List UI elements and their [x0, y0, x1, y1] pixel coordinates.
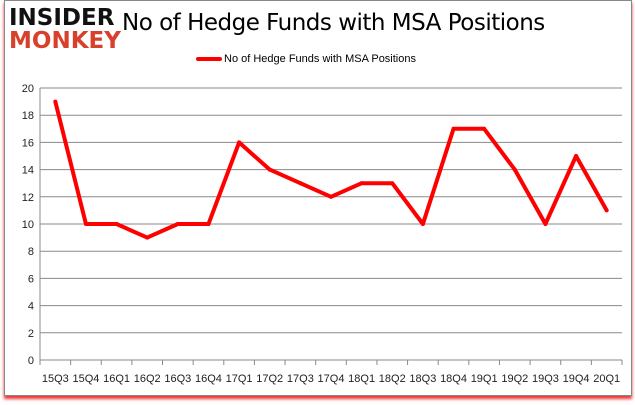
y-tick-label: 20 [22, 83, 34, 95]
data-point [420, 222, 425, 226]
data-point [512, 167, 517, 172]
chart-title: No of Hedge Funds with MSA Positions [122, 10, 545, 36]
data-point [53, 99, 58, 104]
data-point [298, 181, 303, 186]
x-tick-label: 15Q4 [72, 373, 99, 385]
x-tick-label: 16Q4 [195, 373, 222, 385]
x-tick-label: 18Q2 [379, 373, 406, 385]
data-point [482, 126, 487, 131]
logo-line1: INSIDER [9, 5, 115, 31]
data-point [604, 208, 609, 213]
x-tick-label: 19Q4 [563, 373, 590, 385]
data-point [83, 222, 88, 226]
y-tick-label: 14 [22, 165, 34, 177]
y-tick-label: 16 [22, 137, 34, 149]
x-tick-label: 18Q3 [409, 373, 436, 385]
x-tick-label: 16Q1 [103, 373, 130, 385]
data-point [145, 235, 150, 240]
y-tick-label: 6 [28, 273, 34, 285]
y-tick-label: 4 [28, 301, 34, 313]
x-tick-label: 17Q4 [318, 373, 345, 385]
y-tick-label: 12 [22, 192, 34, 204]
data-point [114, 222, 119, 226]
data-point [206, 222, 211, 226]
legend-swatch [196, 57, 222, 61]
x-tick-label: 20Q1 [593, 373, 620, 385]
data-point [329, 194, 333, 199]
y-tick-label: 8 [28, 246, 34, 258]
data-point [451, 126, 456, 131]
chart-frame [4, 0, 632, 396]
x-tick-label: 17Q2 [256, 373, 283, 385]
x-tick-label: 16Q2 [134, 373, 161, 385]
y-tick-label: 2 [28, 328, 34, 340]
legend: No of Hedge Funds with MSA Positions [196, 53, 416, 65]
x-tick-label: 16Q3 [164, 373, 191, 385]
x-tick-label: 19Q1 [471, 373, 498, 385]
x-tick-label: 17Q1 [226, 373, 253, 385]
x-tick-label: 17Q3 [287, 373, 314, 385]
x-tick-label: 19Q3 [532, 373, 559, 385]
y-tick-label: 18 [22, 110, 34, 122]
data-point [175, 222, 180, 226]
data-point [359, 181, 364, 186]
data-point [267, 167, 272, 172]
data-point [390, 181, 395, 186]
legend-label: No of Hedge Funds with MSA Positions [224, 53, 416, 65]
insider-monkey-logo: INSIDER MONKEY [9, 7, 121, 53]
logo-line2: MONKEY [9, 28, 121, 54]
x-tick-label: 18Q1 [348, 373, 375, 385]
x-tick-label: 15Q3 [42, 373, 69, 385]
x-tick-label: 18Q4 [440, 373, 467, 385]
data-point [543, 222, 548, 226]
y-tick-label: 10 [22, 219, 34, 231]
y-tick-label: 0 [28, 355, 34, 367]
data-point [574, 154, 579, 158]
x-tick-label: 19Q2 [501, 373, 528, 385]
data-point [237, 140, 242, 145]
